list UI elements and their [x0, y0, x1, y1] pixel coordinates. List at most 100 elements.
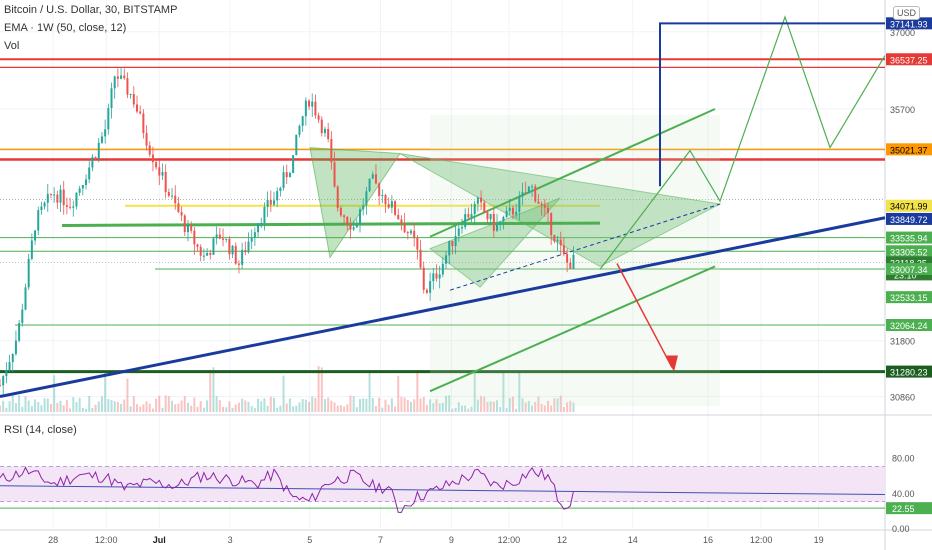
candle-body [161, 171, 164, 176]
rsi-legend: RSI (14, close) [4, 424, 77, 436]
volume-bar [451, 408, 454, 412]
candle-body [368, 178, 371, 192]
candle-body [56, 194, 59, 203]
volume-bar [343, 406, 346, 412]
candle-body [215, 234, 218, 239]
candle-body [400, 219, 403, 224]
volume-bar [123, 399, 126, 412]
candle-body [333, 162, 336, 187]
bearish-arrow [616, 263, 673, 368]
candle-body [483, 202, 486, 213]
candle-body [142, 113, 145, 134]
candle-body [186, 224, 189, 233]
volume-bar [199, 401, 202, 412]
candle-body [480, 197, 483, 203]
candle-body [448, 240, 451, 256]
candle-body [566, 253, 569, 263]
volume-bar [352, 396, 355, 412]
volume-bar [419, 398, 422, 412]
volume-bar [527, 400, 530, 412]
time-tick-label: Jul [153, 535, 166, 545]
candle-body [180, 211, 183, 216]
candle-body [330, 139, 333, 163]
candle-body [355, 224, 358, 228]
volume-bar [72, 397, 75, 412]
price-label: 31280.23 [890, 368, 928, 378]
volume-bar [40, 405, 43, 412]
time-tick-label: 16 [703, 535, 713, 545]
volume-bar [460, 405, 463, 412]
volume-bar [129, 406, 132, 412]
currency-badge[interactable]: USD [892, 6, 920, 20]
price-label: 36537.25 [890, 55, 928, 65]
candle-body [158, 167, 161, 176]
volume-bar [292, 406, 295, 412]
candle-body [445, 255, 448, 264]
candle-body [409, 230, 412, 234]
candle-body [476, 197, 479, 204]
volume-bar [135, 404, 138, 412]
candle-body [527, 186, 530, 194]
volume-bar [97, 401, 100, 412]
candle-body [518, 196, 521, 212]
countdown-label: 23:10 [894, 270, 917, 280]
candle-series [0, 67, 575, 395]
candle-body [206, 252, 209, 256]
candle-body [272, 200, 275, 205]
volume-bar [215, 396, 218, 412]
candle-body [218, 234, 221, 239]
volume-bar [282, 375, 285, 412]
ema-legend: EMA · 1W (50, close, 12) [4, 22, 127, 34]
volume-bar [416, 370, 419, 412]
price-label-box [886, 365, 932, 378]
volume-bar [167, 396, 170, 412]
volume-bar [327, 397, 330, 412]
volume-bar [435, 399, 438, 412]
price-tick-label: 35700 [890, 105, 915, 115]
candle-body [403, 223, 406, 233]
volume-bar [222, 406, 225, 412]
volume-bar [59, 400, 62, 412]
volume-bar [85, 408, 88, 412]
candle-body [8, 362, 11, 371]
price-label: 37141.93 [890, 19, 928, 29]
volume-bar [276, 407, 279, 412]
candle-body [390, 201, 393, 208]
volume-bar [333, 402, 336, 412]
candle-body [62, 189, 65, 206]
candle-body [502, 217, 505, 222]
candle-body [241, 249, 244, 265]
volume-bar [69, 408, 72, 412]
candle-body [46, 193, 49, 203]
volume-bar [301, 399, 304, 412]
volume-bar [234, 404, 237, 412]
candle-body [304, 100, 307, 117]
time-tick-label: 9 [449, 535, 454, 545]
price-label-box [886, 53, 932, 66]
volume-bar [311, 396, 314, 412]
volume-bar [24, 396, 27, 412]
candle-body [531, 186, 534, 188]
volume-bar [336, 405, 339, 412]
candle-body [422, 267, 425, 290]
volume-bar [104, 372, 107, 412]
symbol-title: Bitcoin / U.S. Dollar, 30, BITSTAMP [4, 4, 178, 16]
volume-bar [78, 397, 81, 412]
candle-body [196, 244, 199, 247]
candle-body [359, 209, 362, 225]
candle-body [534, 186, 537, 202]
candle-body [317, 115, 320, 120]
candle-body [556, 239, 559, 242]
time-tick-label: 12 [557, 535, 567, 545]
volume-bar [486, 401, 489, 412]
volume-bar [438, 403, 441, 412]
candle-body [97, 142, 100, 159]
candle-body [572, 254, 575, 269]
volume-bar [314, 397, 317, 412]
candle-body [40, 206, 43, 211]
candle-body [234, 245, 237, 264]
volume-bar [27, 400, 30, 412]
candle-body [135, 104, 138, 112]
